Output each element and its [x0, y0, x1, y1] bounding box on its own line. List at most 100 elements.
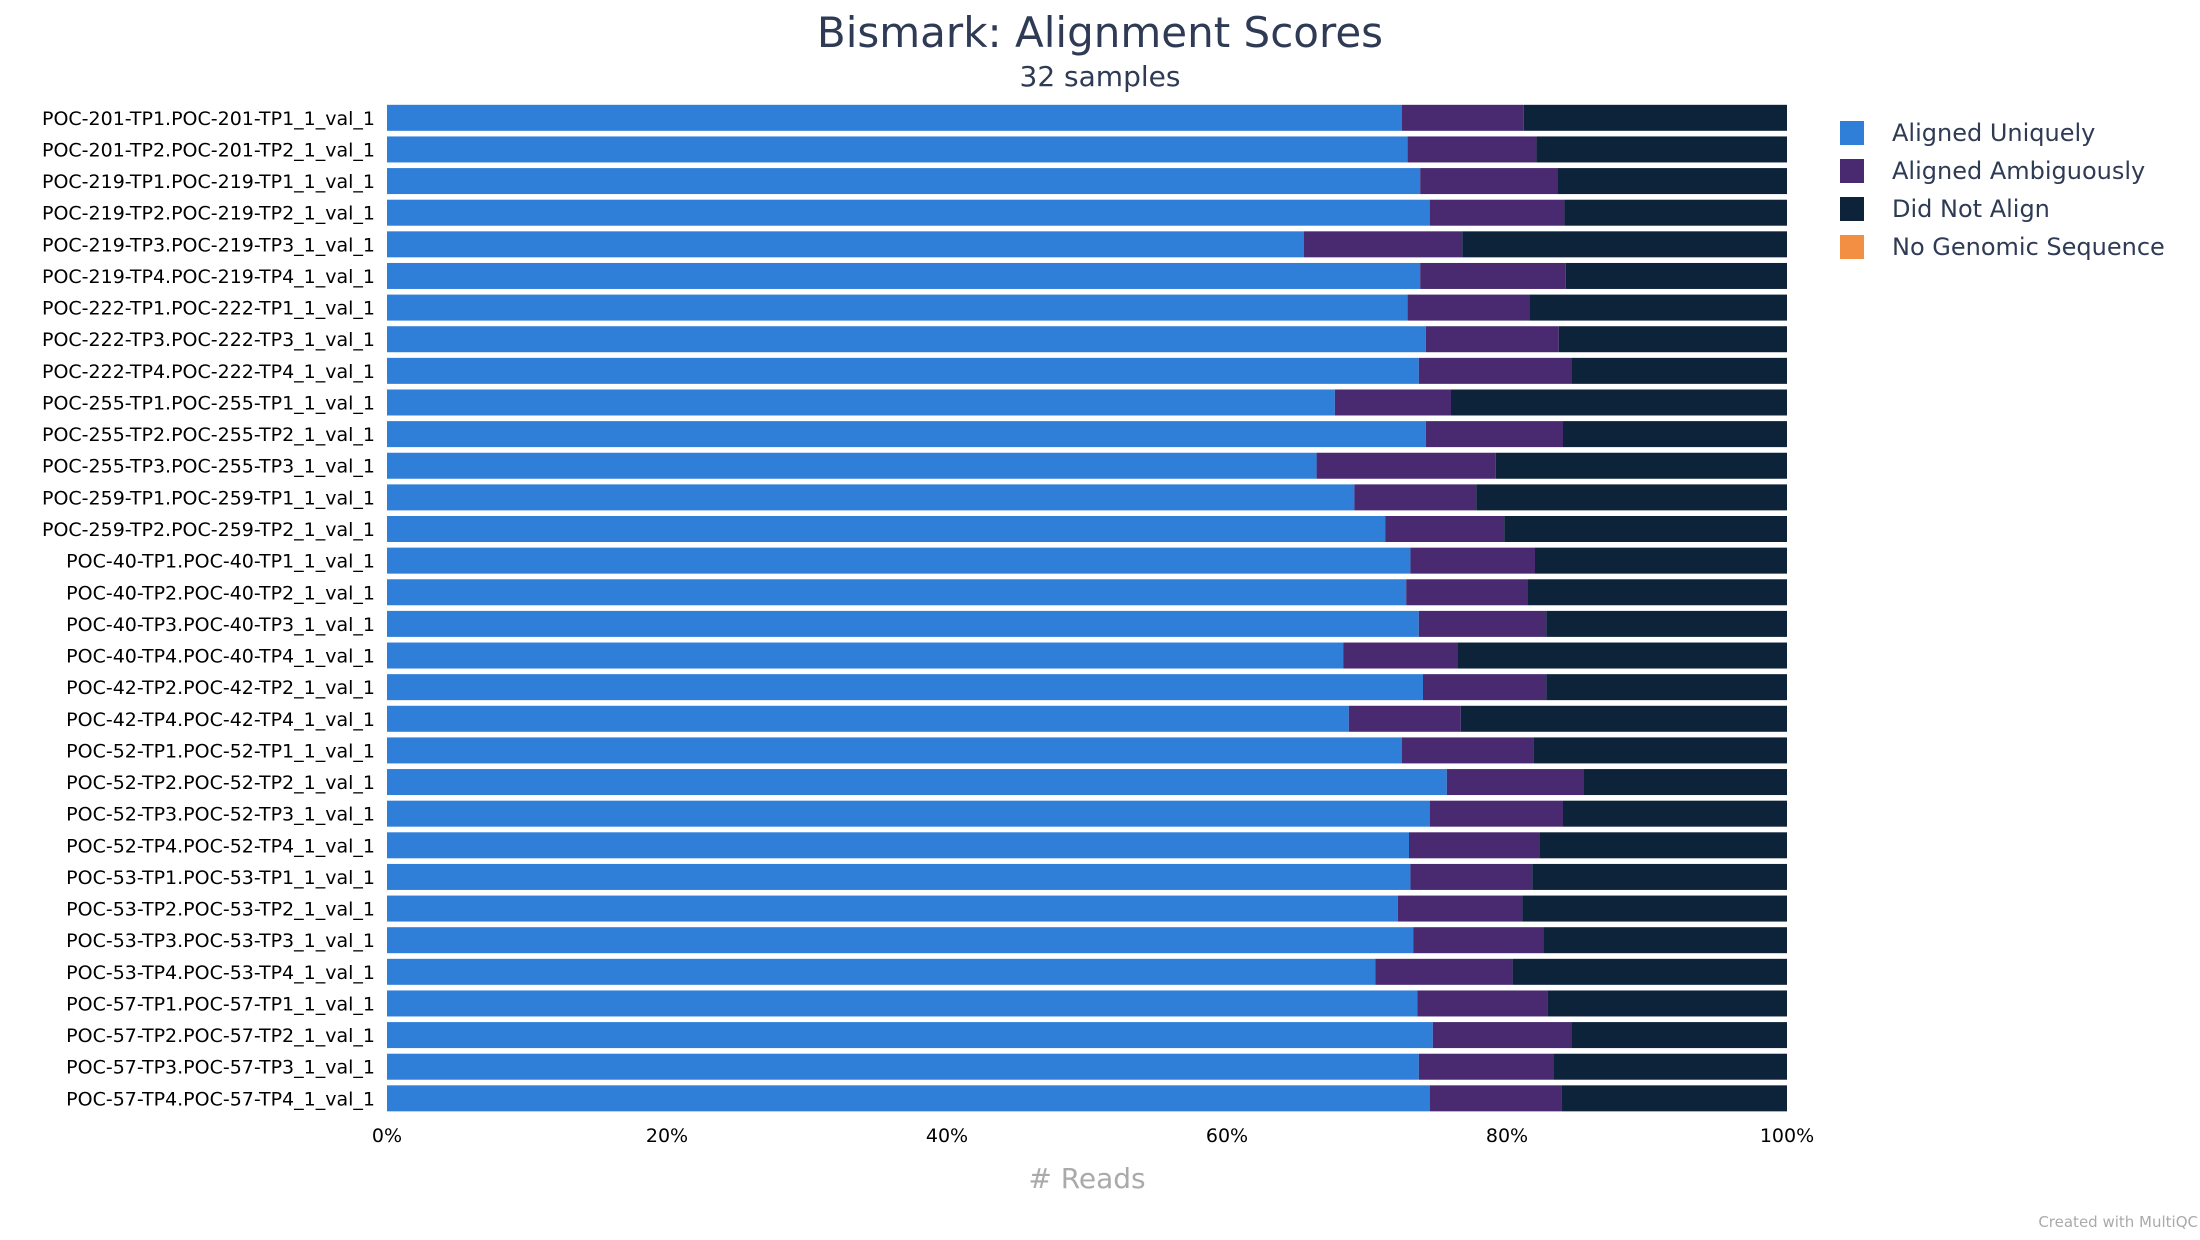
bar-segment-did-not-align[interactable] — [1547, 990, 1787, 1017]
bar-segment-aligned-uniquely[interactable] — [387, 136, 1408, 163]
bar-segment-aligned-uniquely[interactable] — [387, 863, 1411, 890]
bar-segment-aligned-ambiguously[interactable] — [1430, 800, 1563, 827]
bar-segment-aligned-uniquely[interactable] — [387, 389, 1335, 416]
bar-segment-did-not-align[interactable] — [1563, 421, 1787, 448]
bar-segment-did-not-align[interactable] — [1563, 800, 1787, 827]
bar-segment-did-not-align[interactable] — [1543, 927, 1787, 954]
bar-segment-did-not-align[interactable] — [1565, 262, 1787, 289]
bar-segment-aligned-uniquely[interactable] — [387, 326, 1426, 353]
bar-segment-did-not-align[interactable] — [1528, 579, 1787, 606]
bar-segment-aligned-uniquely[interactable] — [387, 1053, 1419, 1080]
bar-segment-aligned-uniquely[interactable] — [387, 1085, 1430, 1112]
bar-segment-aligned-ambiguously[interactable] — [1343, 642, 1458, 669]
bar-segment-aligned-ambiguously[interactable] — [1348, 705, 1461, 732]
bar-segment-aligned-ambiguously[interactable] — [1425, 421, 1563, 448]
bar-segment-did-not-align[interactable] — [1561, 1085, 1787, 1112]
bar-segment-aligned-ambiguously[interactable] — [1407, 136, 1537, 163]
bar-segment-aligned-uniquely[interactable] — [387, 421, 1426, 448]
bar-segment-aligned-uniquely[interactable] — [387, 484, 1355, 511]
bar-segment-aligned-uniquely[interactable] — [387, 262, 1421, 289]
bar-segment-did-not-align[interactable] — [1553, 1053, 1787, 1080]
bar-segment-aligned-uniquely[interactable] — [387, 104, 1402, 131]
bar-segment-aligned-ambiguously[interactable] — [1418, 357, 1572, 384]
legend-item-aligned-uniquely[interactable]: Aligned Uniquely — [1840, 114, 2165, 152]
bar-segment-aligned-ambiguously[interactable] — [1418, 610, 1547, 637]
bar-segment-did-not-align[interactable] — [1476, 484, 1787, 511]
bar-segment-did-not-align[interactable] — [1564, 199, 1787, 226]
bar-segment-aligned-uniquely[interactable] — [387, 705, 1349, 732]
bar-segment-did-not-align[interactable] — [1557, 168, 1787, 195]
bar-segment-aligned-ambiguously[interactable] — [1410, 863, 1533, 890]
bar-segment-did-not-align[interactable] — [1535, 547, 1787, 574]
bar-segment-aligned-ambiguously[interactable] — [1402, 737, 1534, 764]
bar-segment-did-not-align[interactable] — [1532, 863, 1787, 890]
bar-segment-did-not-align[interactable] — [1458, 642, 1787, 669]
bar-segment-did-not-align[interactable] — [1536, 136, 1787, 163]
bar-segment-did-not-align[interactable] — [1523, 104, 1787, 131]
bar-segment-aligned-uniquely[interactable] — [387, 958, 1376, 985]
bar-segment-aligned-ambiguously[interactable] — [1446, 769, 1584, 796]
bar-segment-did-not-align[interactable] — [1512, 958, 1787, 985]
bar-segment-did-not-align[interactable] — [1451, 389, 1787, 416]
bar-segment-did-not-align[interactable] — [1584, 769, 1787, 796]
bar-segment-aligned-uniquely[interactable] — [387, 800, 1430, 827]
bar-segment-did-not-align[interactable] — [1529, 294, 1787, 321]
bar-segment-aligned-ambiguously[interactable] — [1430, 199, 1565, 226]
bar-segment-aligned-uniquely[interactable] — [387, 769, 1447, 796]
bar-segment-aligned-uniquely[interactable] — [387, 199, 1430, 226]
bar-segment-did-not-align[interactable] — [1460, 705, 1787, 732]
bar-segment-did-not-align[interactable] — [1522, 895, 1787, 922]
bar-segment-did-not-align[interactable] — [1546, 674, 1787, 701]
bar-segment-aligned-ambiguously[interactable] — [1420, 168, 1558, 195]
bar-segment-aligned-ambiguously[interactable] — [1304, 231, 1463, 258]
bar-segment-aligned-uniquely[interactable] — [387, 452, 1317, 479]
bar-segment-aligned-ambiguously[interactable] — [1407, 294, 1530, 321]
bar-segment-aligned-ambiguously[interactable] — [1425, 326, 1559, 353]
bar-segment-aligned-uniquely[interactable] — [387, 737, 1402, 764]
bar-segment-aligned-ambiguously[interactable] — [1432, 1022, 1572, 1049]
bar-segment-aligned-uniquely[interactable] — [387, 832, 1409, 859]
bar-segment-aligned-ambiguously[interactable] — [1334, 389, 1451, 416]
bar-segment-aligned-uniquely[interactable] — [387, 927, 1414, 954]
bar-segment-aligned-ambiguously[interactable] — [1402, 104, 1524, 131]
bar-segment-aligned-ambiguously[interactable] — [1397, 895, 1523, 922]
bar-segment-aligned-uniquely[interactable] — [387, 674, 1423, 701]
bar-segment-aligned-uniquely[interactable] — [387, 1022, 1433, 1049]
bar-segment-aligned-uniquely[interactable] — [387, 895, 1398, 922]
bar-segment-did-not-align[interactable] — [1533, 737, 1787, 764]
bar-segment-aligned-uniquely[interactable] — [387, 231, 1304, 258]
legend-item-no-genomic-sequence[interactable]: No Genomic Sequence — [1840, 228, 2165, 266]
bar-segment-aligned-ambiguously[interactable] — [1316, 452, 1496, 479]
bar-segment-aligned-uniquely[interactable] — [387, 294, 1408, 321]
bar-segment-aligned-uniquely[interactable] — [387, 168, 1421, 195]
bar-segment-did-not-align[interactable] — [1571, 1022, 1787, 1049]
bar-segment-did-not-align[interactable] — [1462, 231, 1787, 258]
bar-segment-did-not-align[interactable] — [1558, 326, 1787, 353]
legend-item-aligned-ambiguously[interactable]: Aligned Ambiguously — [1840, 152, 2165, 190]
bar-segment-aligned-ambiguously[interactable] — [1417, 990, 1548, 1017]
bar-segment-did-not-align[interactable] — [1504, 516, 1787, 543]
bar-segment-aligned-ambiguously[interactable] — [1430, 1085, 1562, 1112]
legend-item-did-not-align[interactable]: Did Not Align — [1840, 190, 2165, 228]
bar-segment-aligned-ambiguously[interactable] — [1423, 674, 1547, 701]
bar-segment-aligned-ambiguously[interactable] — [1420, 262, 1566, 289]
bar-segment-aligned-uniquely[interactable] — [387, 990, 1418, 1017]
bar-segment-aligned-ambiguously[interactable] — [1409, 832, 1540, 859]
bar-segment-aligned-ambiguously[interactable] — [1413, 927, 1544, 954]
bar-segment-aligned-uniquely[interactable] — [387, 642, 1344, 669]
bar-segment-aligned-uniquely[interactable] — [387, 516, 1386, 543]
bar-segment-did-not-align[interactable] — [1539, 832, 1787, 859]
bar-segment-aligned-ambiguously[interactable] — [1375, 958, 1513, 985]
bar-segment-aligned-uniquely[interactable] — [387, 579, 1407, 606]
bar-segment-did-not-align[interactable] — [1495, 452, 1787, 479]
bar-segment-aligned-ambiguously[interactable] — [1385, 516, 1505, 543]
bar-segment-aligned-uniquely[interactable] — [387, 547, 1411, 574]
bar-segment-aligned-uniquely[interactable] — [387, 610, 1419, 637]
bar-segment-aligned-uniquely[interactable] — [387, 357, 1419, 384]
bar-segment-aligned-ambiguously[interactable] — [1354, 484, 1477, 511]
bar-segment-aligned-ambiguously[interactable] — [1406, 579, 1528, 606]
bar-segment-aligned-ambiguously[interactable] — [1418, 1053, 1554, 1080]
bar-segment-aligned-ambiguously[interactable] — [1410, 547, 1535, 574]
bar-segment-did-not-align[interactable] — [1546, 610, 1787, 637]
bar-segment-did-not-align[interactable] — [1571, 357, 1787, 384]
